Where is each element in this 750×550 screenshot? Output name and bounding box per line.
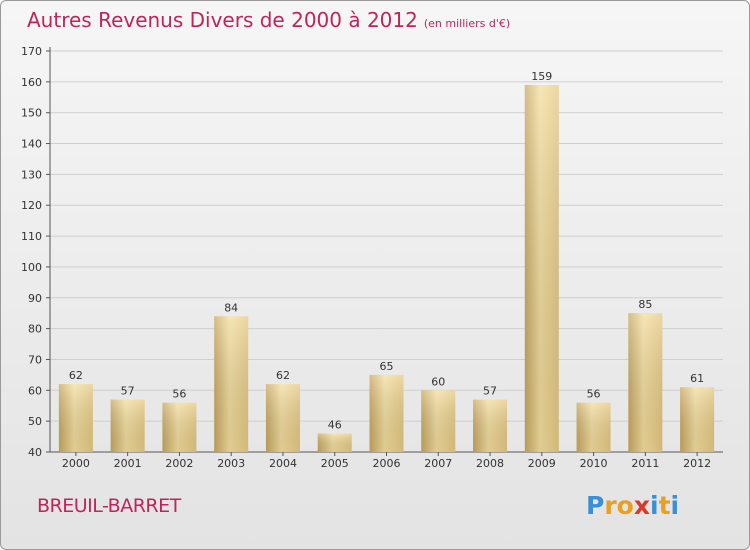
data-label: 62 bbox=[276, 369, 290, 382]
y-tick-label: 150 bbox=[21, 107, 42, 120]
bar-shade bbox=[214, 316, 249, 452]
x-tick-label: 2007 bbox=[424, 457, 452, 470]
bar-shade bbox=[524, 84, 559, 452]
proxiti-logo: Proxiti bbox=[586, 491, 679, 520]
x-tick-label: 2009 bbox=[528, 457, 556, 470]
data-labels: 62 57 56 84 62 46 65 60 57 159 56 85 61 bbox=[69, 70, 704, 432]
bar-shade bbox=[265, 384, 300, 452]
data-label: 57 bbox=[121, 385, 135, 398]
bars bbox=[58, 84, 715, 452]
x-tick-label: 2003 bbox=[217, 457, 245, 470]
data-label: 84 bbox=[224, 301, 238, 314]
bar-shade bbox=[473, 399, 508, 452]
x-tick-label: 2008 bbox=[476, 457, 504, 470]
bar-shade bbox=[680, 387, 715, 452]
data-label: 60 bbox=[431, 375, 445, 388]
logo-letter: t bbox=[658, 491, 671, 520]
bar-shade bbox=[628, 313, 663, 452]
x-tick-label: 2011 bbox=[631, 457, 659, 470]
title-unit: (en milliers d'€) bbox=[423, 17, 511, 30]
data-label: 56 bbox=[587, 388, 601, 401]
title-text: Autres Revenus Divers de 2000 à 2012 bbox=[27, 8, 418, 32]
y-tick-label: 170 bbox=[21, 45, 42, 58]
data-label: 159 bbox=[531, 70, 552, 83]
y-tick-label: 130 bbox=[21, 168, 42, 181]
y-tick-label: 40 bbox=[28, 446, 42, 459]
y-tick-label: 90 bbox=[28, 292, 42, 305]
y-tick-label: 160 bbox=[21, 76, 42, 89]
x-tick-label: 2004 bbox=[269, 457, 297, 470]
data-label: 56 bbox=[172, 388, 186, 401]
y-tick-label: 100 bbox=[21, 261, 42, 274]
logo-letter: x bbox=[633, 491, 650, 520]
x-tick-label: 2010 bbox=[580, 457, 608, 470]
x-tick-label: 2001 bbox=[114, 457, 142, 470]
bar-shade bbox=[576, 402, 611, 452]
x-tick-labels: 2000 2001 2002 2003 2004 2005 2006 2007 2008 2009… bbox=[62, 452, 711, 470]
y-tick-label: 110 bbox=[21, 230, 42, 243]
logo-letter: o bbox=[616, 491, 634, 520]
data-label: 85 bbox=[638, 298, 652, 311]
y-tick-label: 120 bbox=[21, 199, 42, 212]
x-tick-label: 2006 bbox=[373, 457, 401, 470]
x-tick-label: 2005 bbox=[321, 457, 349, 470]
x-tick-label: 2002 bbox=[165, 457, 193, 470]
x-tick-label: 2012 bbox=[683, 457, 711, 470]
y-tick-label: 80 bbox=[28, 323, 42, 336]
logo-letter: r bbox=[604, 491, 617, 520]
logo-letter: i bbox=[650, 491, 659, 520]
data-label: 65 bbox=[380, 360, 394, 373]
data-label: 57 bbox=[483, 385, 497, 398]
bar-shade bbox=[369, 374, 404, 452]
data-label: 62 bbox=[69, 369, 83, 382]
data-label: 46 bbox=[328, 418, 342, 431]
chart-title: Autres Revenus Divers de 2000 à 2012 (en … bbox=[27, 8, 510, 32]
y-tick-label: 50 bbox=[28, 415, 42, 428]
y-tick-label: 70 bbox=[28, 353, 42, 366]
logo-letter: i bbox=[670, 491, 680, 520]
bar-shade bbox=[421, 390, 456, 452]
x-tick-label: 2000 bbox=[62, 457, 90, 470]
bar-shade bbox=[162, 402, 197, 452]
bar-shade bbox=[58, 384, 93, 452]
bar-shade bbox=[317, 433, 352, 452]
place-name: BREUIL-BARRET bbox=[37, 495, 181, 517]
data-label: 61 bbox=[690, 372, 704, 385]
y-tick-labels: 40 50 60 70 80 90 100 110 120 130 140 150 160 170 bbox=[21, 45, 42, 459]
y-tick-label: 140 bbox=[21, 138, 42, 151]
bar-shade bbox=[110, 399, 145, 452]
logo-letter: P bbox=[586, 491, 605, 520]
y-tick-label: 60 bbox=[28, 384, 42, 397]
